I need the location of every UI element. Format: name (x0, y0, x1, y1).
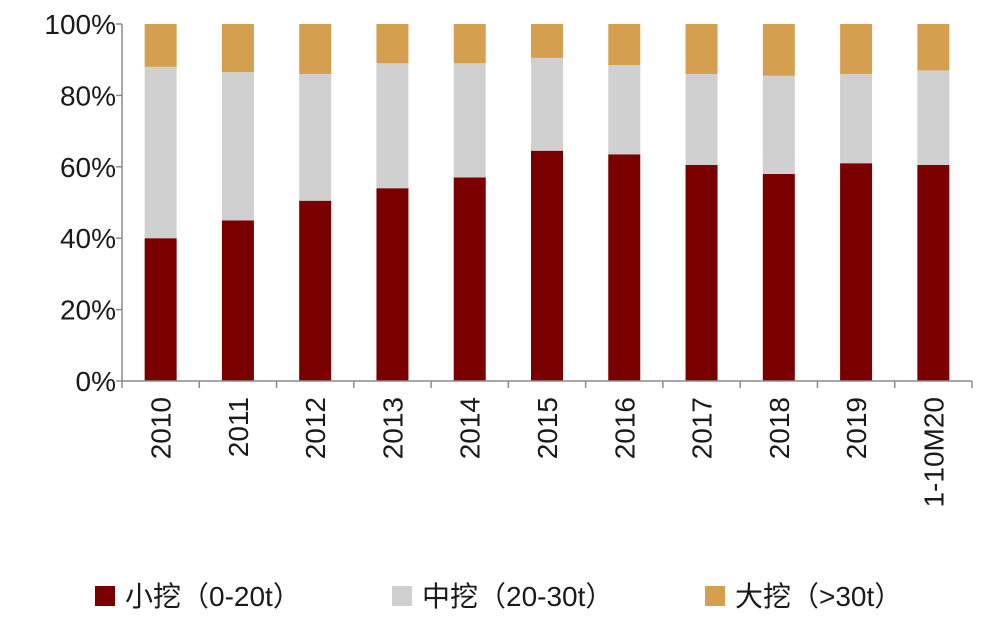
x-tick-label: 2019 (841, 397, 872, 459)
bar-segment-series-2 (221, 24, 254, 73)
legend: 小挖（0-20t） 中挖（20-30t） 大挖（>30t） (95, 581, 902, 612)
bar-segment-series-1 (917, 70, 950, 166)
bar-segment-series-2 (453, 24, 486, 64)
bar-segment-series-0 (221, 220, 254, 381)
bar-segment-series-1 (762, 75, 795, 174)
y-axis-ticks: 0% 20% 40% 60% 80% 100% (44, 9, 122, 397)
bar-segment-series-0 (376, 188, 409, 381)
bar-segment-series-1 (376, 63, 409, 189)
legend-label: 小挖（0-20t） (125, 581, 301, 612)
bar-segment-series-0 (840, 163, 873, 381)
bar-segment-series-0 (299, 200, 332, 381)
y-tick-label: 100% (44, 9, 116, 40)
x-axis-ticks: 2010 2011 2012 2013 2014 2015 2016 2017 2018 2019… (121, 381, 973, 508)
bar-segment-series-1 (144, 66, 177, 239)
bar-segment-series-1 (840, 73, 873, 164)
bar-segment-series-2 (376, 24, 409, 64)
x-tick-label: 2011 (223, 397, 254, 457)
bar-segment-series-0 (608, 154, 641, 381)
bar-segment-series-1 (299, 73, 332, 201)
bar-segment-series-1 (608, 65, 641, 155)
x-tick-label: 2013 (377, 397, 408, 459)
x-tick-label: 2012 (300, 397, 331, 459)
x-tick-label: 2015 (532, 397, 563, 459)
bar-segment-series-2 (762, 24, 795, 76)
bar-segment-series-2 (144, 24, 177, 67)
x-tick-label: 2018 (764, 397, 795, 459)
bar-segment-series-1 (453, 63, 486, 178)
bars (144, 24, 950, 381)
bar-segment-series-0 (917, 165, 950, 381)
y-tick-label: 20% (60, 295, 116, 326)
bar-segment-series-1 (531, 57, 563, 151)
y-tick-label: 40% (60, 223, 116, 254)
legend-swatch (392, 586, 412, 606)
bar-segment-series-2 (917, 24, 950, 71)
bar-segment-series-1 (221, 72, 254, 221)
bar-segment-series-2 (685, 24, 718, 74)
y-tick-label: 0% (76, 366, 116, 397)
y-tick-label: 80% (60, 80, 116, 111)
legend-swatch (95, 586, 115, 606)
bar-segment-series-0 (531, 150, 563, 381)
x-tick-label: 2016 (609, 397, 640, 459)
bar-segment-series-0 (685, 165, 718, 381)
y-tick-label: 60% (60, 152, 116, 183)
bar-segment-series-0 (453, 177, 486, 381)
legend-label: 中挖（20-30t） (422, 581, 613, 612)
x-tick-label: 1-10M20 (918, 397, 949, 508)
bar-segment-series-2 (531, 24, 563, 58)
legend-label: 大挖（>30t） (735, 581, 902, 612)
bar-segment-series-1 (685, 73, 718, 166)
legend-swatch (705, 586, 725, 606)
bar-segment-series-2 (299, 24, 332, 74)
bar-segment-series-0 (762, 173, 795, 381)
x-tick-label: 2014 (455, 397, 486, 459)
x-tick-label: 2010 (146, 397, 177, 459)
bar-segment-series-2 (608, 24, 641, 66)
x-tick-label: 2017 (687, 397, 718, 459)
bar-segment-series-0 (144, 238, 177, 381)
bar-segment-series-2 (840, 24, 873, 74)
